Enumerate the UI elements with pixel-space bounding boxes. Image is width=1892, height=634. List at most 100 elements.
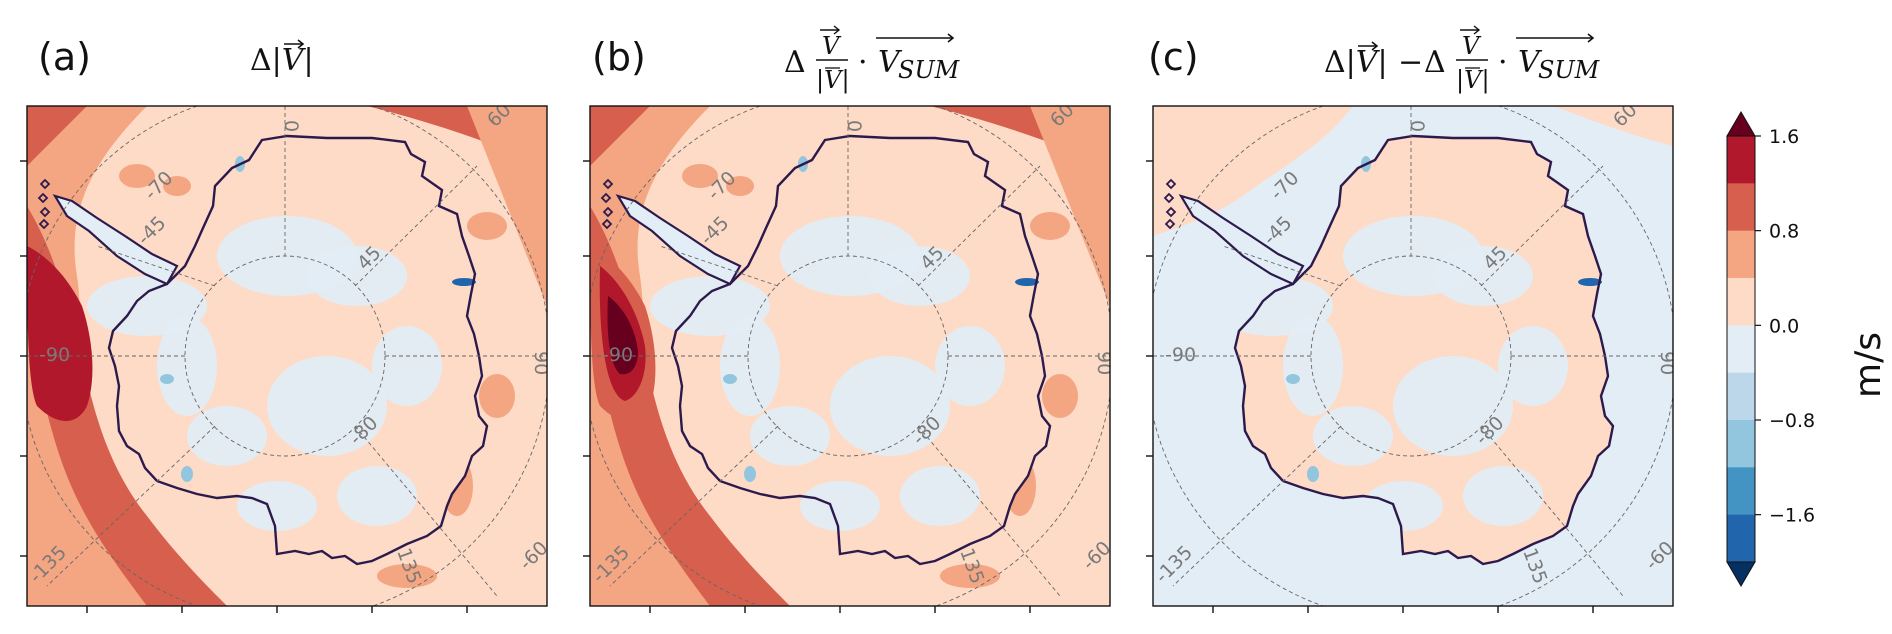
svg-text:Δ|V|: Δ|V| [250, 43, 314, 78]
graticule [1153, 106, 1673, 606]
panel-b-title: Δ V |V| · V SUM [784, 25, 961, 95]
ice-patch [1498, 326, 1568, 406]
meridian-label: 0 [280, 120, 302, 132]
meridian-label: -90 [39, 344, 70, 366]
ocean-patch [467, 212, 507, 240]
svg-text:SUM: SUM [1538, 56, 1601, 84]
anomaly-peak [27, 276, 73, 396]
ice-patch [830, 356, 950, 456]
panel-c-label: (c) [1148, 35, 1199, 79]
colorbar-tick-label: 0.0 [1769, 315, 1799, 337]
meridian-label: 90 [1093, 351, 1115, 375]
island [1164, 218, 1176, 230]
ice-patch [1393, 356, 1513, 456]
panel-a-title: Δ|V| [250, 39, 314, 78]
ocean-patch [940, 564, 1000, 588]
island [601, 218, 613, 230]
anomaly-band [1553, 106, 1673, 146]
svg-text:·: · [858, 45, 868, 80]
colorbar-band [1727, 136, 1755, 184]
ice-patch [935, 326, 1005, 406]
svg-text:Δ: Δ [784, 45, 806, 80]
anomaly-band [590, 106, 650, 166]
graticule [27, 106, 547, 606]
colorbar-band [1727, 467, 1755, 516]
meridian-label: 0 [1406, 120, 1428, 132]
colorbar-band [1727, 278, 1755, 326]
island [39, 178, 51, 190]
svg-text:−: − [1398, 45, 1423, 80]
svg-text:Δ: Δ [1424, 45, 1446, 80]
ice-patch [237, 481, 317, 531]
panel-a-header: (a) Δ|V| [38, 35, 314, 79]
meridian-label: 90 [1656, 351, 1678, 375]
ocean-patch [1042, 374, 1078, 418]
island [602, 178, 614, 190]
svg-text:V: V [878, 45, 903, 80]
island [38, 218, 50, 230]
ice-patch [900, 466, 980, 526]
ice-patch [337, 466, 417, 526]
ice-patch [1283, 316, 1343, 416]
svg-text:Δ|V|: Δ|V| [1324, 45, 1388, 80]
ice-patch [1463, 466, 1543, 526]
island [1163, 192, 1175, 204]
island [602, 206, 614, 218]
panel-a-label: (a) [38, 35, 91, 79]
strong-anomaly [723, 374, 737, 384]
strong-anomaly [181, 466, 193, 482]
ice-patch [1433, 246, 1533, 306]
strong-anomaly [160, 374, 174, 384]
graticule [590, 106, 1110, 606]
colorbar-tick-label: 0.8 [1769, 221, 1799, 243]
island [37, 192, 49, 204]
colorbar-band [1727, 372, 1755, 421]
colorbar-extend-bottom [1726, 561, 1756, 587]
colorbar-unit: m/s [1848, 332, 1889, 398]
anomaly-peak [607, 296, 638, 375]
island [39, 206, 51, 218]
ice-patch [1313, 406, 1393, 466]
panel-c-header: (c) Δ|V| − Δ V |V| · V SUM [1148, 25, 1601, 95]
ocean-patch [479, 374, 515, 418]
colorbar-tick-label: −1.6 [1769, 505, 1815, 527]
svg-text:·: · [1498, 45, 1508, 80]
anomaly-band [117, 536, 217, 606]
colorbar-extend-top [1726, 111, 1756, 137]
anomaly-band [27, 106, 87, 166]
ice-patch [1363, 481, 1443, 531]
colorbar-tick-label: −0.8 [1769, 410, 1815, 432]
ice-patch [307, 246, 407, 306]
meridian-label: -90 [1165, 344, 1196, 366]
panel-b-label: (b) [592, 35, 646, 79]
strong-anomaly [1015, 278, 1039, 286]
colorbar: 1.6 0.8 0.0 −0.8 −1.6 [1726, 111, 1815, 587]
svg-text:|V|: |V| [816, 66, 850, 95]
island [1165, 178, 1177, 190]
ice-patch [187, 406, 267, 466]
ice-patch [157, 316, 217, 416]
ice-patch [750, 406, 830, 466]
ocean-patch [119, 164, 155, 188]
ocean-patch [726, 176, 754, 196]
strong-anomaly [744, 466, 756, 482]
ocean-patch [682, 164, 718, 188]
colorbar-frame [1726, 135, 1756, 563]
island [1165, 206, 1177, 218]
ice-patch [870, 246, 970, 306]
colorbar-band [1727, 183, 1755, 232]
colorbar-tick-label: 1.6 [1769, 126, 1799, 148]
anomaly-band [1030, 106, 1110, 306]
colorbar-band [1727, 230, 1755, 279]
panel-b-header: (b) Δ V |V| · V SUM [592, 25, 961, 95]
meridian-label: -90 [602, 344, 633, 366]
colorbar-band [1727, 514, 1755, 563]
ice-patch [720, 316, 780, 416]
svg-text:V: V [1518, 45, 1543, 80]
svg-text:V: V [822, 32, 842, 60]
strong-anomaly [1578, 278, 1602, 286]
ocean-patch [1030, 212, 1070, 240]
